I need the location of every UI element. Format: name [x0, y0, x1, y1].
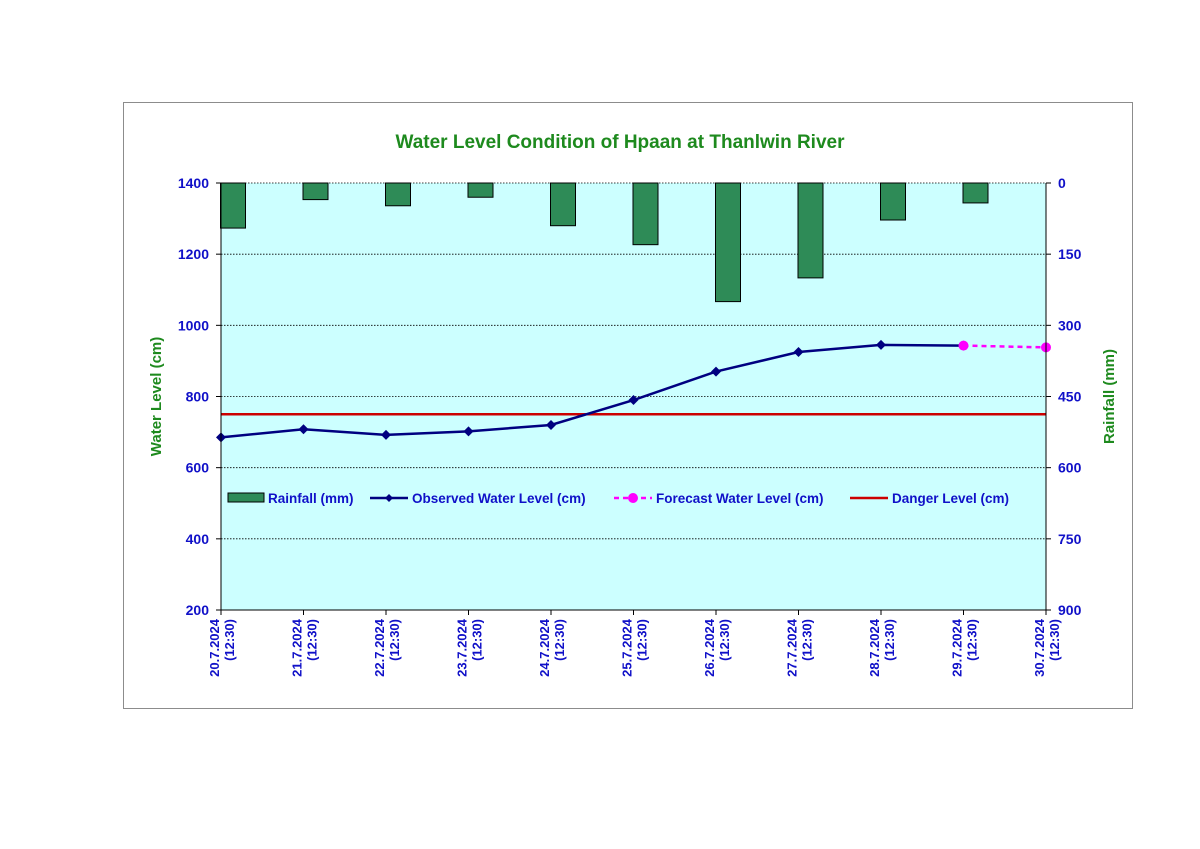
x-tick-label: 21.7.2024(12:30) [290, 618, 320, 677]
rainfall-bar [467, 182, 494, 198]
forecast-point [958, 340, 969, 351]
y-tick-label: 1400 [178, 175, 209, 191]
legend-label: Rainfall (mm) [268, 491, 354, 506]
rainfall-bar [962, 182, 989, 204]
y-tick-label: 1000 [178, 317, 209, 333]
observed-point [628, 395, 639, 406]
y2-tick-label: 150 [1058, 246, 1082, 262]
rainfall-bar [715, 182, 741, 303]
y2-axis-label: Rainfall (mm) [1101, 349, 1118, 444]
rainfall-bar [302, 182, 329, 201]
legend-swatch-rainfall [227, 492, 265, 503]
chart-svg: 200 400 600 800 1000 1200 1400 0 150 300 450 600 750… [148, 132, 1118, 677]
rainfall-bars [220, 182, 989, 303]
observed-point [546, 419, 556, 430]
x-tick-label: 23.7.2024(12:30) [455, 618, 485, 677]
legend: Rainfall (mm) Observed Water Level (cm) Fo… [227, 491, 1009, 506]
y-tick-label: 400 [186, 531, 210, 547]
rainfall-bar [632, 182, 659, 246]
y-tick-label: 800 [186, 389, 210, 405]
y2-tick-label: 0 [1058, 175, 1066, 191]
chart-frame: 200 400 600 800 1000 1200 1400 0 150 300 450 600 750… [123, 102, 1133, 709]
legend-marker-forecast [628, 493, 638, 503]
legend-label: Forecast Water Level (cm) [656, 491, 824, 506]
water-level-lines [216, 339, 1051, 443]
x-tick-label: 24.7.2024(12:30) [537, 618, 567, 677]
observed-point [298, 424, 309, 435]
y2-tick-label: 300 [1058, 317, 1082, 333]
observed-point [463, 426, 474, 437]
x-tick-label: 30.7.2024(12:30) [1032, 618, 1062, 677]
legend-label: Danger Level (cm) [892, 491, 1009, 506]
y2-tick-label: 600 [1058, 460, 1082, 476]
y2-tick-label: 900 [1058, 602, 1082, 618]
legend-marker-observed [385, 494, 393, 502]
chart-title: Water Level Condition of Hpaan at Thanlw… [395, 132, 845, 153]
x-tick-label: 29.7.2024(12:30) [950, 618, 980, 677]
rainfall-bar [880, 182, 906, 221]
observed-series-line [220, 343, 964, 439]
observed-point [876, 339, 886, 350]
observed-point [711, 366, 721, 377]
x-tick-label: 25.7.2024(12:30) [620, 618, 650, 677]
observed-point [793, 347, 804, 358]
forecast-series-line [963, 344, 1047, 349]
y2-tick-label: 450 [1058, 389, 1082, 405]
y-axis-label: Water Level (cm) [148, 337, 165, 456]
x-tick-label: 28.7.2024(12:30) [867, 618, 897, 677]
legend-label: Observed Water Level (cm) [412, 491, 586, 506]
y-tick-label: 600 [186, 460, 210, 476]
x-tick-label: 26.7.2024(12:30) [702, 618, 732, 677]
axes: 200 400 600 800 1000 1200 1400 0 150 300 450 600 750… [178, 175, 1082, 677]
observed-point [381, 429, 391, 440]
x-tick-label: 20.7.2024(12:30) [207, 618, 237, 677]
rainfall-bar [550, 182, 576, 227]
rainfall-bar [797, 182, 824, 279]
y2-tick-label: 750 [1058, 531, 1082, 547]
y-tick-label: 1200 [178, 246, 209, 262]
rainfall-bar [220, 182, 246, 229]
rainfall-bar [385, 182, 411, 207]
y-tick-label: 200 [186, 602, 210, 618]
x-tick-label: 27.7.2024(12:30) [785, 618, 815, 677]
x-tick-label: 22.7.2024(12:30) [372, 618, 402, 677]
